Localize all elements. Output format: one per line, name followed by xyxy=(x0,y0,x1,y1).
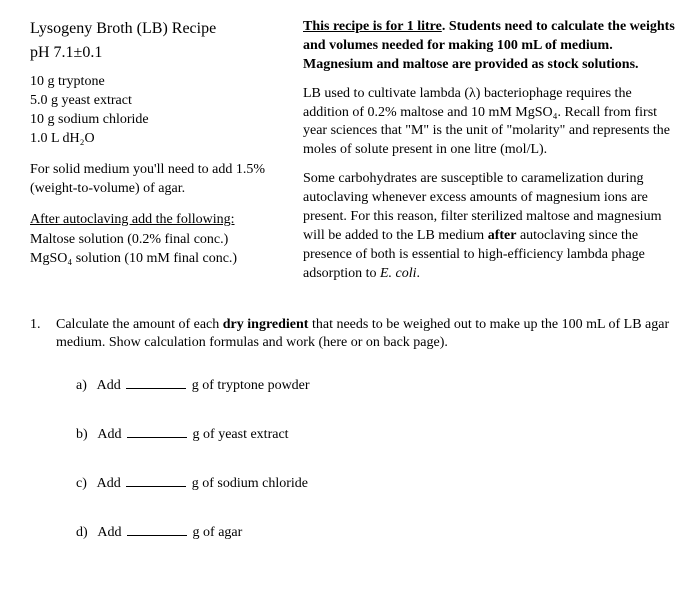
top-columns: Lysogeny Broth (LB) Recipe pH 7.1±0.1 10… xyxy=(30,18,676,294)
recipe-title: Lysogeny Broth (LB) Recipe xyxy=(30,18,275,40)
question-text: Calculate the amount of each dry ingredi… xyxy=(56,316,676,354)
ingredient: 5.0 g yeast extract xyxy=(30,92,275,111)
answer-blank[interactable] xyxy=(127,522,187,536)
after-item: MgSO₄ solution (10 mM final conc.) xyxy=(30,250,275,269)
answer-blank[interactable] xyxy=(127,424,187,438)
notes-intro: This recipe is for 1 litre. Students nee… xyxy=(303,18,676,75)
answer-suffix: g of yeast extract xyxy=(193,427,289,442)
answer-prefix: Add xyxy=(97,525,121,540)
answer-letter: b) xyxy=(76,427,88,442)
answer-letter: c) xyxy=(76,476,87,491)
notes-para2: LB used to cultivate lambda (λ) bacterio… xyxy=(303,85,676,161)
q-text-bold: dry ingredient xyxy=(223,317,309,332)
answer-prefix: Add xyxy=(97,427,121,442)
answer-blank[interactable] xyxy=(126,473,186,487)
answer-suffix: g of sodium chloride xyxy=(192,476,308,491)
ingredient: 10 g sodium chloride xyxy=(30,111,275,130)
answers-block: a) Add g of tryptone powder b) Add g of … xyxy=(30,375,676,543)
notes-para3: Some carbohydrates are susceptible to ca… xyxy=(303,170,676,283)
answer-blank[interactable] xyxy=(126,375,186,389)
answer-a: a) Add g of tryptone powder xyxy=(76,375,676,396)
q-text-a: Calculate the amount of each xyxy=(56,317,223,332)
answer-letter: d) xyxy=(76,525,88,540)
answer-b: b) Add g of yeast extract xyxy=(76,424,676,445)
para3-end: . xyxy=(417,266,421,281)
after-autoclaving-heading: After autoclaving add the following: xyxy=(30,211,275,230)
after-item: Maltose solution (0.2% final conc.) xyxy=(30,231,275,250)
question-1: 1. Calculate the amount of each dry ingr… xyxy=(30,316,676,354)
answer-prefix: Add xyxy=(97,476,121,491)
intro-underline: This recipe is for 1 litre xyxy=(303,19,442,34)
question-number: 1. xyxy=(30,316,56,354)
answer-prefix: Add xyxy=(97,378,121,393)
notes-column: This recipe is for 1 litre. Students nee… xyxy=(303,18,676,294)
ingredient: 10 g tryptone xyxy=(30,73,275,92)
para3-bold: after xyxy=(488,228,517,243)
recipe-column: Lysogeny Broth (LB) Recipe pH 7.1±0.1 10… xyxy=(30,18,275,294)
answer-suffix: g of tryptone powder xyxy=(192,378,310,393)
solid-medium-note: For solid medium you'll need to add 1.5%… xyxy=(30,161,275,199)
answer-d: d) Add g of agar xyxy=(76,522,676,543)
ingredients-list: 10 g tryptone 5.0 g yeast extract 10 g s… xyxy=(30,73,275,149)
answer-letter: a) xyxy=(76,378,87,393)
para3-ital: E. coli xyxy=(380,266,417,281)
answer-suffix: g of agar xyxy=(193,525,243,540)
recipe-ph: pH 7.1±0.1 xyxy=(30,42,275,64)
ingredient: 1.0 L dH₂O xyxy=(30,130,275,149)
after-autoclaving-items: Maltose solution (0.2% final conc.) MgSO… xyxy=(30,231,275,269)
answer-c: c) Add g of sodium chloride xyxy=(76,473,676,494)
